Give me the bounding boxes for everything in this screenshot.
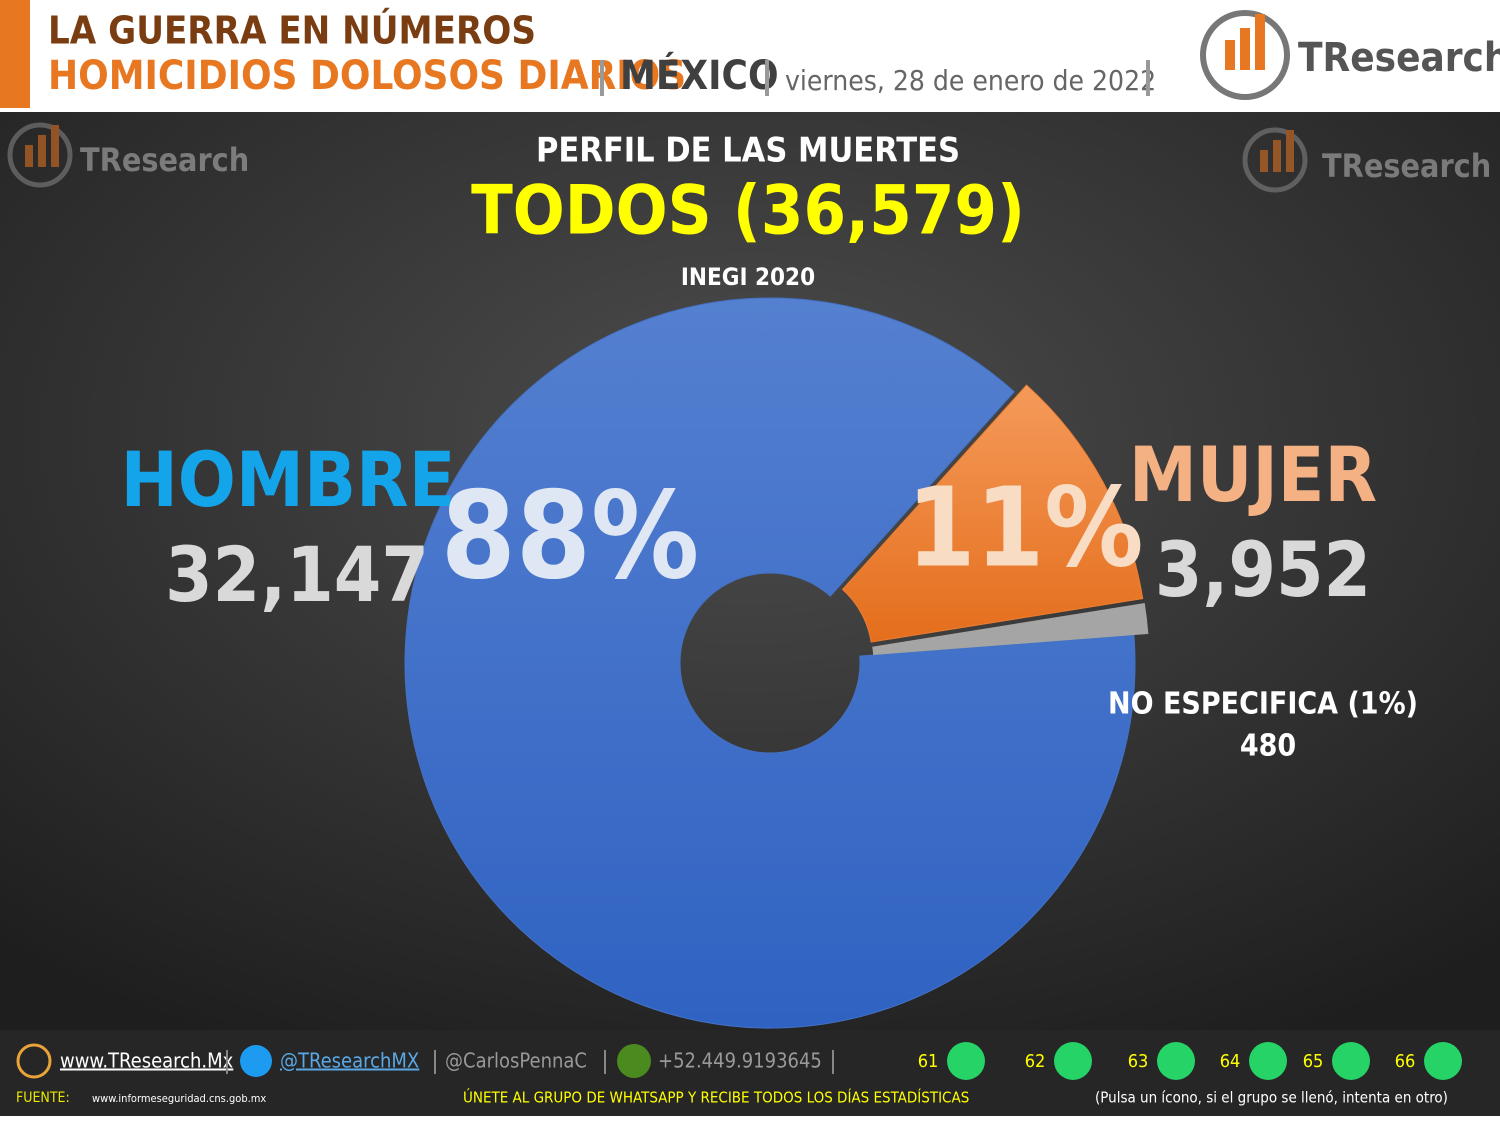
header-bar (0, 0, 30, 108)
category-label: HOMBRE (121, 435, 456, 524)
category-label: MUJER (1129, 430, 1377, 519)
group-number: 65 (1303, 1051, 1324, 1072)
separator (600, 60, 604, 96)
personal: @CarlosPennaC (445, 1049, 587, 1073)
logo-text: TResearch (1298, 35, 1500, 81)
pie-slice (872, 603, 1149, 656)
watermark-text: TResearch (1322, 147, 1491, 185)
separator (832, 1050, 834, 1074)
cta-note: (Pulsa un ícono, si el grupo se llenó, i… (1095, 1089, 1448, 1107)
watermark-logo: TResearch (7, 122, 249, 188)
whatsapp-icon[interactable] (1054, 1042, 1092, 1080)
whatsapp-icon[interactable] (1424, 1042, 1462, 1080)
percent-label: 88% (441, 468, 699, 607)
whatsapp-icon[interactable] (947, 1042, 985, 1080)
website[interactable]: www.TResearch.Mx (60, 1049, 234, 1073)
chart-title: PERFIL DE LAS MUERTES (536, 131, 960, 171)
group-number: 64 (1220, 1051, 1241, 1072)
watermark-text: TResearch (80, 141, 249, 179)
separator (434, 1050, 436, 1074)
value-label: 3,952 (1155, 525, 1371, 614)
header-date: viernes, 28 de enero de 2022 (785, 64, 1156, 97)
group-number: 62 (1025, 1051, 1046, 1072)
globe-icon (16, 1043, 52, 1079)
pie (404, 297, 1149, 1029)
phone-icon (617, 1044, 651, 1078)
source-url: www.informeseguridad.cns.gob.mx (92, 1092, 266, 1105)
group-number: 66 (1395, 1051, 1416, 1072)
phone: +52.449.9193645 (658, 1049, 822, 1073)
group-number: 61 (918, 1051, 939, 1072)
pie-slice (841, 384, 1144, 643)
footer: www.TResearch.Mx @TResearchMX @CarlosPen… (16, 1042, 1462, 1107)
cta: ÚNETE AL GRUPO DE WHATSAPP Y RECIBE TODO… (463, 1088, 969, 1107)
pie-slice (404, 297, 1136, 1029)
header-line1: LA GUERRA EN NÚMEROS (48, 9, 536, 53)
separator (1146, 60, 1150, 96)
chart-source: INEGI 2020 (681, 263, 815, 291)
whatsapp-icon[interactable] (1332, 1042, 1370, 1080)
source-label: FUENTE: (16, 1090, 70, 1106)
separator (765, 60, 769, 96)
separator (226, 1050, 228, 1074)
twitter-icon (240, 1045, 272, 1077)
chart-subtitle: TODOS (36,579) (471, 172, 1025, 251)
header-line2: HOMICIDIOS DOLOSOS DIARIOS (48, 53, 686, 99)
value-label: 32,147 (165, 530, 429, 619)
value-label: 480 (1240, 729, 1296, 764)
percent-label: 11% (907, 463, 1144, 591)
category-label: NO ESPECIFICA (1%) (1108, 687, 1418, 722)
whatsapp-icon[interactable] (1249, 1042, 1287, 1080)
group-number: 63 (1128, 1051, 1149, 1072)
header-country: MÉXICO (620, 51, 779, 99)
watermark-logo: TResearch (1242, 127, 1491, 193)
separator (604, 1050, 606, 1074)
whatsapp-icon[interactable] (1157, 1042, 1195, 1080)
logo: TResearch (1200, 10, 1500, 100)
twitter[interactable]: @TResearchMX (280, 1049, 419, 1073)
